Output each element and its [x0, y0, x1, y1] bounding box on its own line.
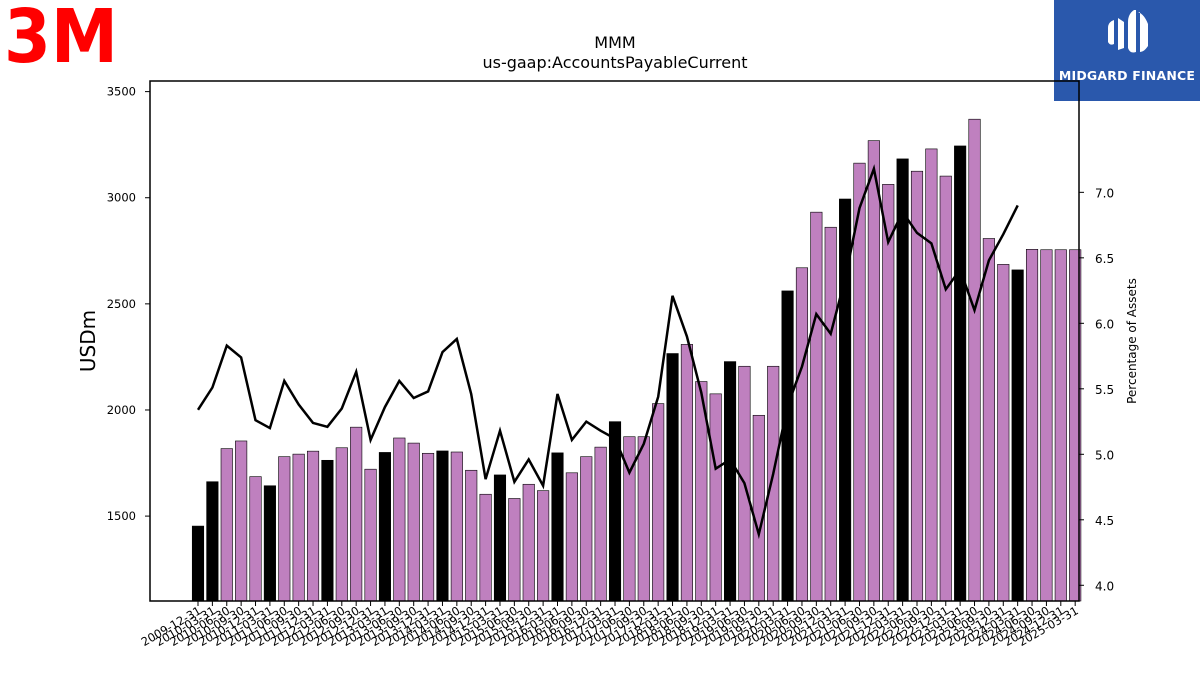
y2-tick-label: 4.5	[1095, 514, 1114, 528]
bar	[594, 446, 607, 602]
bar	[867, 140, 880, 602]
bar	[709, 393, 722, 602]
bar	[1025, 249, 1039, 602]
bar	[824, 226, 837, 602]
bar	[781, 290, 794, 602]
bar	[493, 474, 507, 602]
y2-tick-label: 6.0	[1095, 317, 1114, 331]
bar	[982, 238, 995, 602]
bar	[882, 184, 895, 602]
bar	[968, 118, 981, 602]
bar	[997, 264, 1010, 602]
bar	[1011, 269, 1024, 602]
bar	[551, 452, 564, 602]
bar	[925, 148, 938, 602]
y-tick-label: 2000	[107, 403, 136, 417]
bar	[278, 456, 291, 602]
bar	[637, 436, 650, 602]
bar	[795, 267, 809, 602]
y-tick-label: 2500	[107, 297, 136, 311]
bar	[1040, 249, 1053, 602]
bar	[565, 472, 578, 602]
bar	[465, 469, 478, 602]
bar	[522, 483, 535, 602]
y-tick-label: 3500	[107, 85, 136, 99]
bar	[321, 459, 334, 602]
right-y-axis: 4.0 4.5 5.0 5.5 6.0 6.5 7.0	[1079, 186, 1114, 593]
bar	[206, 481, 219, 602]
bar	[537, 490, 550, 602]
y-tick-label: 1500	[107, 509, 136, 523]
bar	[896, 158, 909, 602]
chart-subtitle: us-gaap:AccountsPayableCurrent	[482, 53, 747, 72]
bar	[810, 211, 823, 602]
bar	[220, 448, 233, 602]
bar	[652, 403, 665, 602]
bar	[378, 452, 391, 602]
bar	[306, 450, 320, 602]
y2-tick-label: 5.0	[1095, 448, 1114, 462]
percentage-line	[196, 164, 1019, 540]
percentage-line-series	[196, 164, 1019, 540]
y2-axis-label: Percentage of Assets	[1125, 278, 1139, 404]
bar	[407, 442, 420, 602]
bar	[1054, 249, 1067, 602]
y2-tick-label: 4.0	[1095, 579, 1114, 593]
bar	[580, 456, 593, 602]
bar	[263, 485, 276, 602]
bar	[752, 414, 765, 602]
midgard-finance-logo: MIDGARD FINANCE	[1054, 0, 1200, 101]
bar	[939, 175, 952, 602]
bar	[364, 468, 377, 602]
y2-tick-label: 5.5	[1095, 383, 1114, 397]
y-axis-label: USDm	[76, 310, 100, 372]
bar	[680, 344, 693, 602]
bar	[350, 426, 363, 602]
y2-tick-label: 7.0	[1095, 186, 1114, 200]
bar	[954, 145, 967, 602]
bar-series	[191, 118, 1082, 602]
left-y-axis: 1500 2000 2500 3000 3500	[107, 85, 150, 523]
bar	[479, 493, 492, 602]
bar	[508, 498, 521, 602]
bar	[292, 453, 305, 602]
bar	[436, 450, 449, 602]
bar	[393, 437, 406, 602]
midgard-finance-wordmark: MIDGARD FINANCE	[1058, 68, 1196, 83]
midgard-emblem-icon	[1108, 10, 1148, 53]
plot-frame	[149, 80, 1080, 602]
bar	[335, 447, 348, 602]
bar	[666, 353, 679, 602]
y2-tick-label: 6.5	[1095, 252, 1114, 266]
y-tick-label: 3000	[107, 191, 136, 205]
bar	[450, 451, 463, 602]
x-axis: 2009-12-312010-03-312010-06-302010-09-30…	[139, 601, 1081, 649]
chart-title: MMM	[594, 33, 635, 52]
bar	[422, 452, 435, 602]
bar	[191, 525, 205, 602]
bar	[235, 440, 248, 602]
bar	[724, 361, 737, 602]
bar	[767, 365, 780, 602]
bar	[249, 476, 262, 602]
